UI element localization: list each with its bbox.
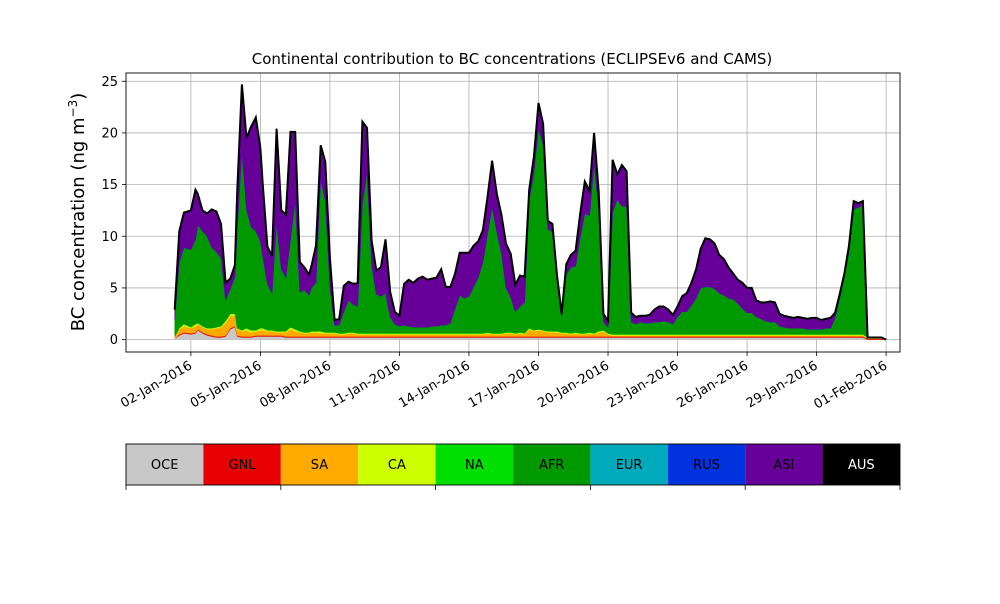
colorbar-label-gnl: GNL	[229, 458, 257, 473]
colorbar-swatch-eur	[590, 444, 668, 485]
x-tick-label: 11-Jan-2016	[327, 358, 404, 411]
colorbar-swatch-na	[435, 444, 513, 485]
x-tick-label: 17-Jan-2016	[466, 358, 543, 411]
y-tick-label: 0	[110, 333, 118, 348]
plot-frame	[125, 72, 901, 353]
colorbar-swatch-gnl	[203, 444, 281, 485]
stacked-areas	[173, 84, 887, 341]
x-tick-label: 01-Feb-2016	[812, 358, 891, 412]
x-tick-label: 29-Jan-2016	[744, 358, 821, 411]
colorbar-label-aus: AUS	[848, 458, 875, 473]
x-tick-label: 14-Jan-2016	[396, 358, 473, 411]
total-outline	[173, 84, 887, 341]
colorbar-swatch-rus	[667, 444, 746, 485]
y-axis-label-superscript: −3	[66, 100, 80, 118]
colorbar-label-ca: CA	[388, 458, 406, 473]
y-tick-label: 25	[101, 75, 118, 90]
colorbar-label-rus: RUS	[693, 458, 720, 473]
colorbar-swatch-ca	[358, 444, 436, 485]
colorbar-label-asi: ASI	[773, 458, 794, 473]
colorbar-label-oce: OCE	[151, 458, 179, 473]
y-axis-label: BC concentration (ng m−3)	[66, 93, 89, 332]
y-tick-label: 10	[101, 230, 118, 245]
colorbar-label-na: NA	[465, 458, 484, 473]
colorbar-legend: OCE GNL SA CA NA AFR EUR RUS ASI AUS	[125, 443, 901, 490]
x-tick-label: 05-Jan-2016	[188, 358, 265, 411]
colorbar-swatch-asi	[745, 444, 823, 485]
colorbar-label-sa: SA	[311, 458, 328, 473]
colorbar-frame	[125, 443, 901, 486]
colorbar-label-eur: EUR	[616, 458, 643, 473]
y-tick-label: 15	[101, 178, 118, 193]
chart-title: Continental contribution to BC concentra…	[252, 50, 773, 68]
x-tick-label: 02-Jan-2016	[118, 358, 195, 411]
x-tick-label: 23-Jan-2016	[605, 358, 682, 411]
colorbar-label-afr: AFR	[539, 458, 564, 473]
y-axis-label-close: )	[68, 93, 89, 100]
x-tick-label: 08-Jan-2016	[257, 358, 334, 411]
x-tick-label: 26-Jan-2016	[674, 358, 751, 411]
colorbar-swatch-afr	[513, 444, 591, 485]
colorbar-swatch-aus	[822, 444, 900, 485]
y-tick-label: 20	[101, 126, 118, 141]
colorbar-swatch-sa	[280, 444, 359, 485]
colorbar-swatch-oce	[126, 444, 204, 485]
y-axis-label-text: BC concentration (ng m	[68, 117, 89, 331]
y-tick-label: 5	[110, 281, 118, 296]
x-tick-label: 20-Jan-2016	[535, 358, 612, 411]
